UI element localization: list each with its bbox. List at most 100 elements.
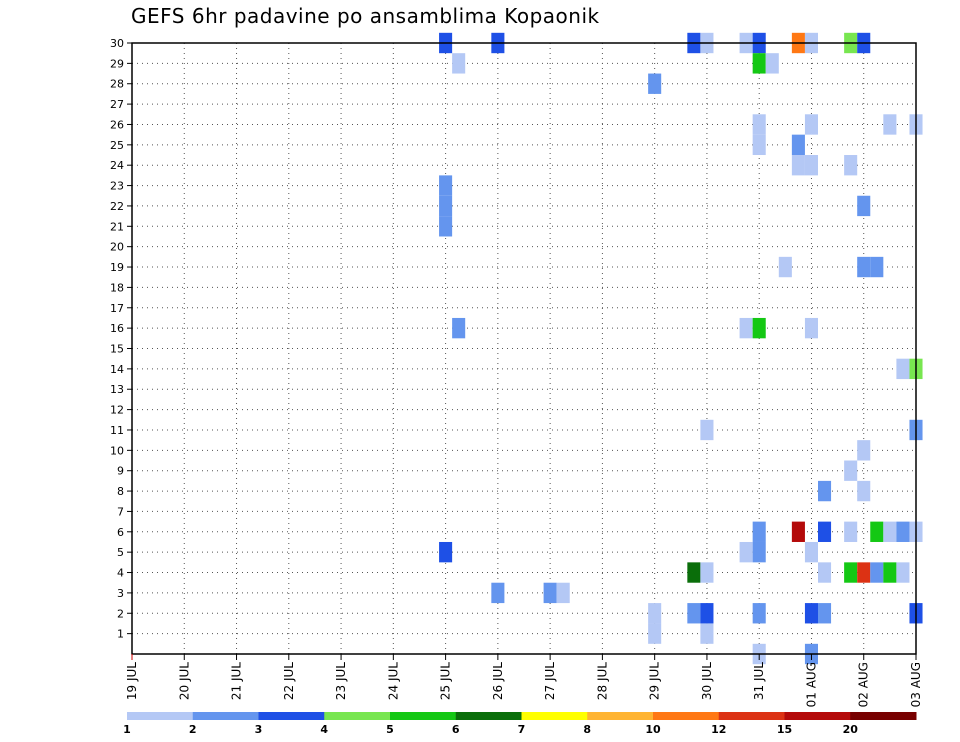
precip-cell — [752, 114, 766, 135]
precip-cell — [700, 562, 714, 583]
legend-swatch — [455, 712, 522, 720]
x-tick-label: 30 JUL — [700, 662, 714, 700]
y-tick-label: 2 — [117, 607, 124, 620]
x-tick-label: 20 JUL — [177, 662, 191, 700]
precip-cell — [543, 582, 557, 604]
x-tick-label: 31 JUL — [752, 662, 766, 700]
precip-cell — [752, 134, 766, 156]
precip-cell — [818, 603, 832, 624]
precip-cell — [844, 521, 858, 542]
legend-swatch — [521, 712, 588, 720]
precip-cell — [556, 582, 570, 604]
precip-cell — [700, 419, 714, 441]
precip-cell — [804, 155, 818, 176]
y-tick-label: 11 — [110, 424, 124, 437]
legend-label: 20 — [843, 723, 859, 736]
y-tick-label: 16 — [110, 322, 124, 335]
precip-cell — [439, 195, 453, 217]
x-tick-label: 03 AUG — [909, 662, 923, 707]
precip-cell — [700, 603, 714, 624]
precip-cell — [491, 582, 505, 604]
y-tick-label: 13 — [110, 383, 124, 396]
x-tick-label: 01 AUG — [804, 662, 818, 707]
y-tick-label: 29 — [110, 57, 124, 70]
y-tick-label: 9 — [117, 465, 124, 478]
y-tick-label: 22 — [110, 200, 124, 213]
precip-cell — [752, 53, 766, 74]
precip-cell — [883, 114, 897, 135]
y-tick-label: 20 — [110, 241, 124, 254]
legend-label: 10 — [645, 723, 661, 736]
x-tick-label: 23 JUL — [334, 662, 348, 700]
precip-cell — [778, 256, 792, 278]
precip-cell — [857, 195, 871, 217]
y-tick-label: 6 — [117, 526, 124, 539]
legend-label: 2 — [189, 723, 197, 736]
precip-cell — [739, 541, 753, 563]
legend-label: 15 — [777, 723, 792, 736]
legend-swatch — [127, 712, 194, 720]
legend-label: 7 — [518, 723, 526, 736]
legend-swatch — [324, 712, 391, 720]
y-tick-label: 26 — [110, 118, 124, 131]
precip-cell — [818, 521, 832, 542]
precip-cell — [791, 134, 805, 156]
precip-cell — [752, 317, 766, 339]
precip-cell — [804, 114, 818, 135]
precip-cell — [439, 541, 453, 563]
x-tick-label: 29 JUL — [648, 662, 662, 700]
precip-cell — [857, 562, 871, 583]
precip-cell — [439, 216, 453, 237]
legend-label: 12 — [711, 723, 726, 736]
legend-swatch — [850, 712, 917, 720]
y-tick-label: 27 — [110, 98, 124, 111]
y-tick-label: 23 — [110, 180, 124, 193]
y-tick-label: 1 — [117, 628, 124, 641]
legend-label: 4 — [320, 723, 328, 736]
y-tick-label: 24 — [110, 159, 124, 172]
precip-cell — [752, 603, 766, 624]
x-tick-label: 24 JUL — [386, 662, 400, 700]
precip-cell — [844, 155, 858, 176]
legend-swatch — [784, 712, 851, 720]
precip-cell — [883, 521, 897, 542]
precip-cell — [804, 317, 818, 339]
legend-label: 6 — [452, 723, 460, 736]
legend-label: 1 — [123, 723, 131, 736]
precip-cell — [804, 603, 818, 624]
y-tick-label: 4 — [117, 567, 124, 580]
y-tick-label: 15 — [110, 343, 124, 356]
precip-cell — [818, 480, 832, 502]
precip-cell — [452, 53, 466, 74]
y-tick-label: 30 — [110, 37, 124, 50]
y-tick-label: 28 — [110, 78, 124, 91]
legend-label: 3 — [255, 723, 263, 736]
y-tick-label: 10 — [110, 444, 124, 457]
precip-cell — [857, 256, 871, 278]
x-tick-label: 26 JUL — [491, 662, 505, 700]
precip-cell — [844, 562, 858, 583]
x-tick-label: 21 JUL — [230, 662, 244, 700]
precip-cell — [844, 460, 858, 481]
precip-cell — [452, 317, 466, 339]
y-tick-label: 7 — [117, 505, 124, 518]
y-tick-label: 5 — [117, 546, 124, 559]
precip-cell — [883, 562, 897, 583]
x-tick-label: 02 AUG — [857, 662, 871, 707]
y-tick-label: 25 — [110, 139, 124, 152]
legend-swatch — [192, 712, 259, 720]
y-tick-label: 18 — [110, 281, 124, 294]
y-tick-label: 17 — [110, 302, 124, 315]
chart-title: GEFS 6hr padavine po ansamblima Kopaonik — [131, 4, 600, 28]
legend-swatch — [587, 712, 654, 720]
precip-cell — [765, 53, 779, 74]
y-tick-label: 8 — [117, 485, 124, 498]
x-tick-label: 19 JUL — [125, 662, 139, 700]
x-tick-label: 22 JUL — [282, 662, 296, 700]
legend-swatch — [653, 712, 720, 720]
precip-cell — [739, 317, 753, 339]
legend-swatch — [390, 712, 457, 720]
legend-label: 8 — [583, 723, 591, 736]
precip-cell — [818, 562, 832, 583]
